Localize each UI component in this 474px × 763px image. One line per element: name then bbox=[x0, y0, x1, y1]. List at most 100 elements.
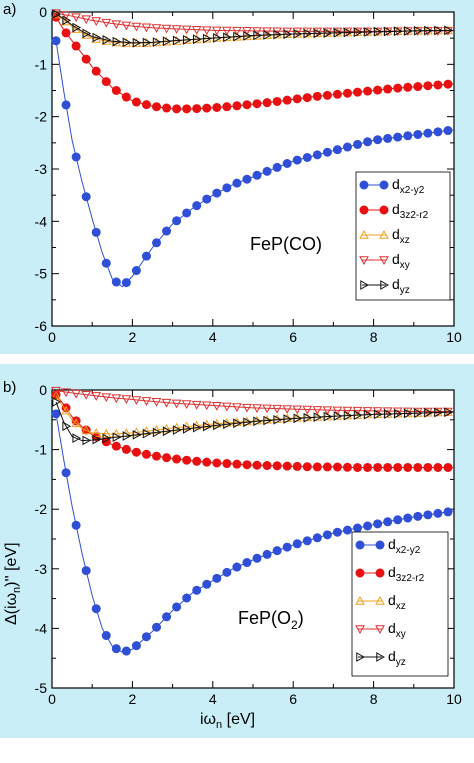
data-point bbox=[413, 511, 423, 521]
data-point bbox=[242, 174, 252, 184]
data-point bbox=[363, 27, 373, 37]
data-point bbox=[222, 102, 232, 112]
data-point bbox=[353, 410, 363, 421]
data-point bbox=[252, 170, 262, 180]
x-tick-label: 10 bbox=[446, 691, 462, 707]
panel-a-legend: dx2-y2 d3z2-r2 dxz dxy dyz bbox=[355, 171, 451, 301]
data-point bbox=[223, 32, 232, 43]
data-point bbox=[201, 26, 212, 36]
data-point bbox=[322, 90, 332, 100]
data-point bbox=[101, 393, 112, 403]
data-point bbox=[142, 428, 152, 439]
data-point bbox=[353, 462, 363, 472]
data-point bbox=[443, 79, 453, 89]
data-point bbox=[353, 523, 363, 533]
data-point bbox=[313, 28, 323, 39]
data-point bbox=[52, 9, 62, 19]
data-point bbox=[202, 194, 212, 204]
data-point bbox=[233, 31, 242, 42]
legend-label: d3z2-r2 bbox=[388, 564, 425, 584]
data-point bbox=[252, 553, 262, 563]
data-point bbox=[202, 457, 212, 467]
series-d_x2-y2 bbox=[51, 409, 455, 656]
data-point bbox=[232, 26, 242, 36]
x-tick-label: 10 bbox=[446, 329, 462, 345]
data-point bbox=[342, 88, 352, 98]
x-tick-label: 4 bbox=[209, 691, 217, 707]
data-point bbox=[352, 406, 363, 416]
data-point bbox=[232, 403, 242, 412]
data-point bbox=[444, 25, 453, 36]
legend-item: dxz bbox=[355, 592, 406, 612]
data-point bbox=[192, 456, 202, 466]
data-point bbox=[443, 462, 453, 472]
legend-marker bbox=[379, 180, 389, 190]
y-tick-label: 0 bbox=[39, 4, 47, 20]
data-point bbox=[333, 27, 343, 38]
x-tick-label: 6 bbox=[289, 691, 297, 707]
data-point bbox=[313, 412, 323, 423]
data-point bbox=[262, 404, 272, 414]
legend-label: dyz bbox=[388, 648, 406, 668]
data-point bbox=[91, 17, 102, 27]
data-point bbox=[403, 462, 413, 472]
data-point bbox=[243, 31, 252, 41]
y-tick-label: -5 bbox=[35, 680, 48, 696]
data-point bbox=[242, 403, 252, 413]
data-point bbox=[131, 641, 141, 651]
data-point bbox=[393, 515, 403, 525]
data-point bbox=[363, 462, 373, 472]
legend-marker bbox=[355, 568, 365, 578]
data-point bbox=[393, 83, 403, 93]
data-point bbox=[383, 84, 393, 94]
data-point bbox=[332, 145, 342, 155]
panel-a-label: a) bbox=[3, 1, 16, 18]
data-point bbox=[61, 11, 71, 21]
data-point bbox=[131, 97, 141, 107]
data-point bbox=[353, 87, 363, 97]
data-point bbox=[282, 95, 292, 105]
y-tick-label: -2 bbox=[35, 109, 48, 125]
data-point bbox=[152, 622, 162, 632]
x-tick-label: 0 bbox=[48, 691, 56, 707]
panel-b: b) 0 2 4 6 8 10 0 -1 -2 -3 -4 -5 FeP(O2) dx2-y2 d3z2… bbox=[0, 364, 474, 738]
y-tick-label: 0 bbox=[39, 382, 47, 398]
data-point bbox=[414, 25, 423, 36]
data-point bbox=[342, 525, 352, 535]
data-point bbox=[131, 22, 142, 32]
y-tick-label: -3 bbox=[35, 561, 48, 577]
data-point bbox=[383, 517, 393, 527]
data-point bbox=[222, 567, 232, 577]
data-point bbox=[232, 178, 242, 188]
data-point bbox=[272, 162, 282, 172]
data-point bbox=[121, 646, 131, 656]
data-point bbox=[242, 100, 252, 110]
data-point bbox=[232, 562, 242, 572]
y-tick-label: -2 bbox=[35, 501, 48, 517]
data-point bbox=[182, 35, 192, 45]
data-point bbox=[393, 132, 403, 142]
data-point bbox=[252, 404, 262, 414]
y-tick-label: -5 bbox=[35, 266, 48, 282]
data-point bbox=[162, 103, 172, 113]
legend-marker bbox=[375, 568, 385, 578]
data-point bbox=[383, 409, 393, 419]
data-point bbox=[91, 227, 101, 237]
data-point bbox=[423, 462, 433, 472]
data-point bbox=[111, 441, 121, 451]
data-point bbox=[91, 428, 102, 437]
data-point bbox=[82, 435, 92, 446]
panel-b-annotation: FeP(O2) bbox=[238, 608, 304, 632]
data-point bbox=[363, 137, 373, 147]
panel-a-series bbox=[51, 9, 455, 288]
data-point bbox=[111, 20, 122, 30]
data-point bbox=[292, 461, 302, 471]
series-d_xy bbox=[51, 386, 454, 417]
y-tick-label: -4 bbox=[35, 213, 48, 229]
data-point bbox=[203, 33, 212, 44]
data-point bbox=[101, 77, 111, 87]
data-point bbox=[61, 388, 71, 398]
data-point bbox=[282, 405, 293, 414]
data-point bbox=[394, 408, 403, 419]
